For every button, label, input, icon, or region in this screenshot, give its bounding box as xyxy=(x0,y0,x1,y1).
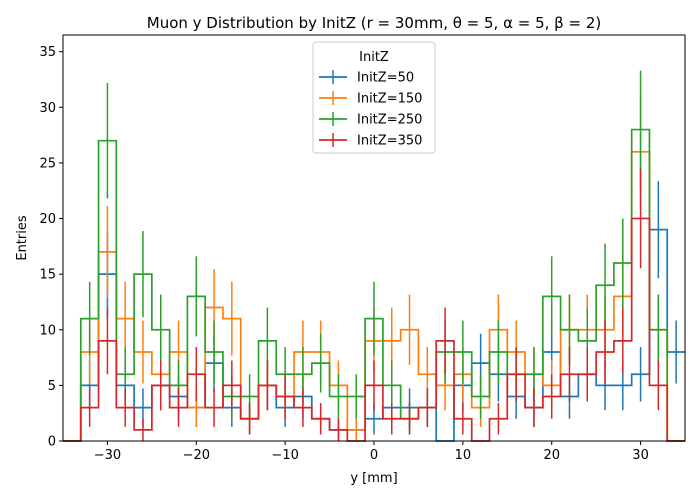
x-tick-label: −10 xyxy=(271,448,298,463)
x-tick-label: 10 xyxy=(455,448,472,463)
legend-label: InitZ=50 xyxy=(357,71,414,86)
series-layer xyxy=(63,70,685,442)
y-tick-label: 15 xyxy=(39,268,56,283)
x-tick-label: −20 xyxy=(183,448,210,463)
series-initz-350 xyxy=(63,168,685,442)
x-tick-label: −30 xyxy=(94,448,121,463)
y-tick-label: 20 xyxy=(39,212,56,227)
legend-item: InitZ=250 xyxy=(319,112,422,128)
legend-label: InitZ=250 xyxy=(357,113,422,128)
axis-ticks: −30 −20 −10 0 10 20 30 0 5 10 15 20 25 30 35 xyxy=(39,45,648,463)
y-axis-label: Entries xyxy=(15,215,30,261)
histogram-step xyxy=(63,217,685,442)
chart-title: Muon y Distribution by InitZ (r = 30mm, … xyxy=(147,14,602,32)
x-tick-label: 30 xyxy=(632,448,649,463)
y-tick-label: 10 xyxy=(39,323,56,338)
histogram-step xyxy=(63,128,685,442)
legend-label: InitZ=350 xyxy=(357,134,422,149)
legend: InitZ InitZ=50 InitZ=150 InitZ=250 InitZ=35… xyxy=(312,41,436,154)
legend-items: InitZ=50 InitZ=150 InitZ=250 InitZ=350 xyxy=(319,70,422,149)
legend-box xyxy=(312,41,436,154)
x-axis-label: y [mm] xyxy=(350,471,397,486)
y-tick-label: 30 xyxy=(39,101,56,116)
y-tick-label: 35 xyxy=(39,45,56,60)
legend-label: InitZ=150 xyxy=(357,92,422,107)
legend-item: InitZ=50 xyxy=(319,70,414,86)
legend-item: InitZ=150 xyxy=(319,91,422,107)
y-tick-label: 25 xyxy=(39,156,56,171)
x-tick-label: 0 xyxy=(370,448,378,463)
y-tick-label: 0 xyxy=(48,435,56,450)
y-tick-label: 5 xyxy=(48,379,56,394)
legend-item: InitZ=350 xyxy=(319,133,422,149)
x-tick-label: 20 xyxy=(543,448,560,463)
legend-title: InitZ xyxy=(359,50,389,65)
